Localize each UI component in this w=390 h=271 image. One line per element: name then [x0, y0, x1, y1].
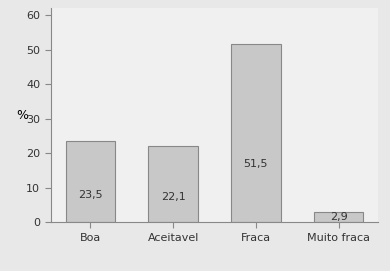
Y-axis label: %: % [16, 109, 28, 122]
Bar [231, 44, 281, 222]
Bar [148, 146, 198, 222]
Text: 2,9: 2,9 [330, 212, 347, 222]
Text: 22,1: 22,1 [161, 192, 186, 202]
Bar [314, 212, 363, 222]
Bar [66, 141, 115, 222]
Text: 23,5: 23,5 [78, 191, 103, 201]
Text: 51,5: 51,5 [244, 159, 268, 169]
